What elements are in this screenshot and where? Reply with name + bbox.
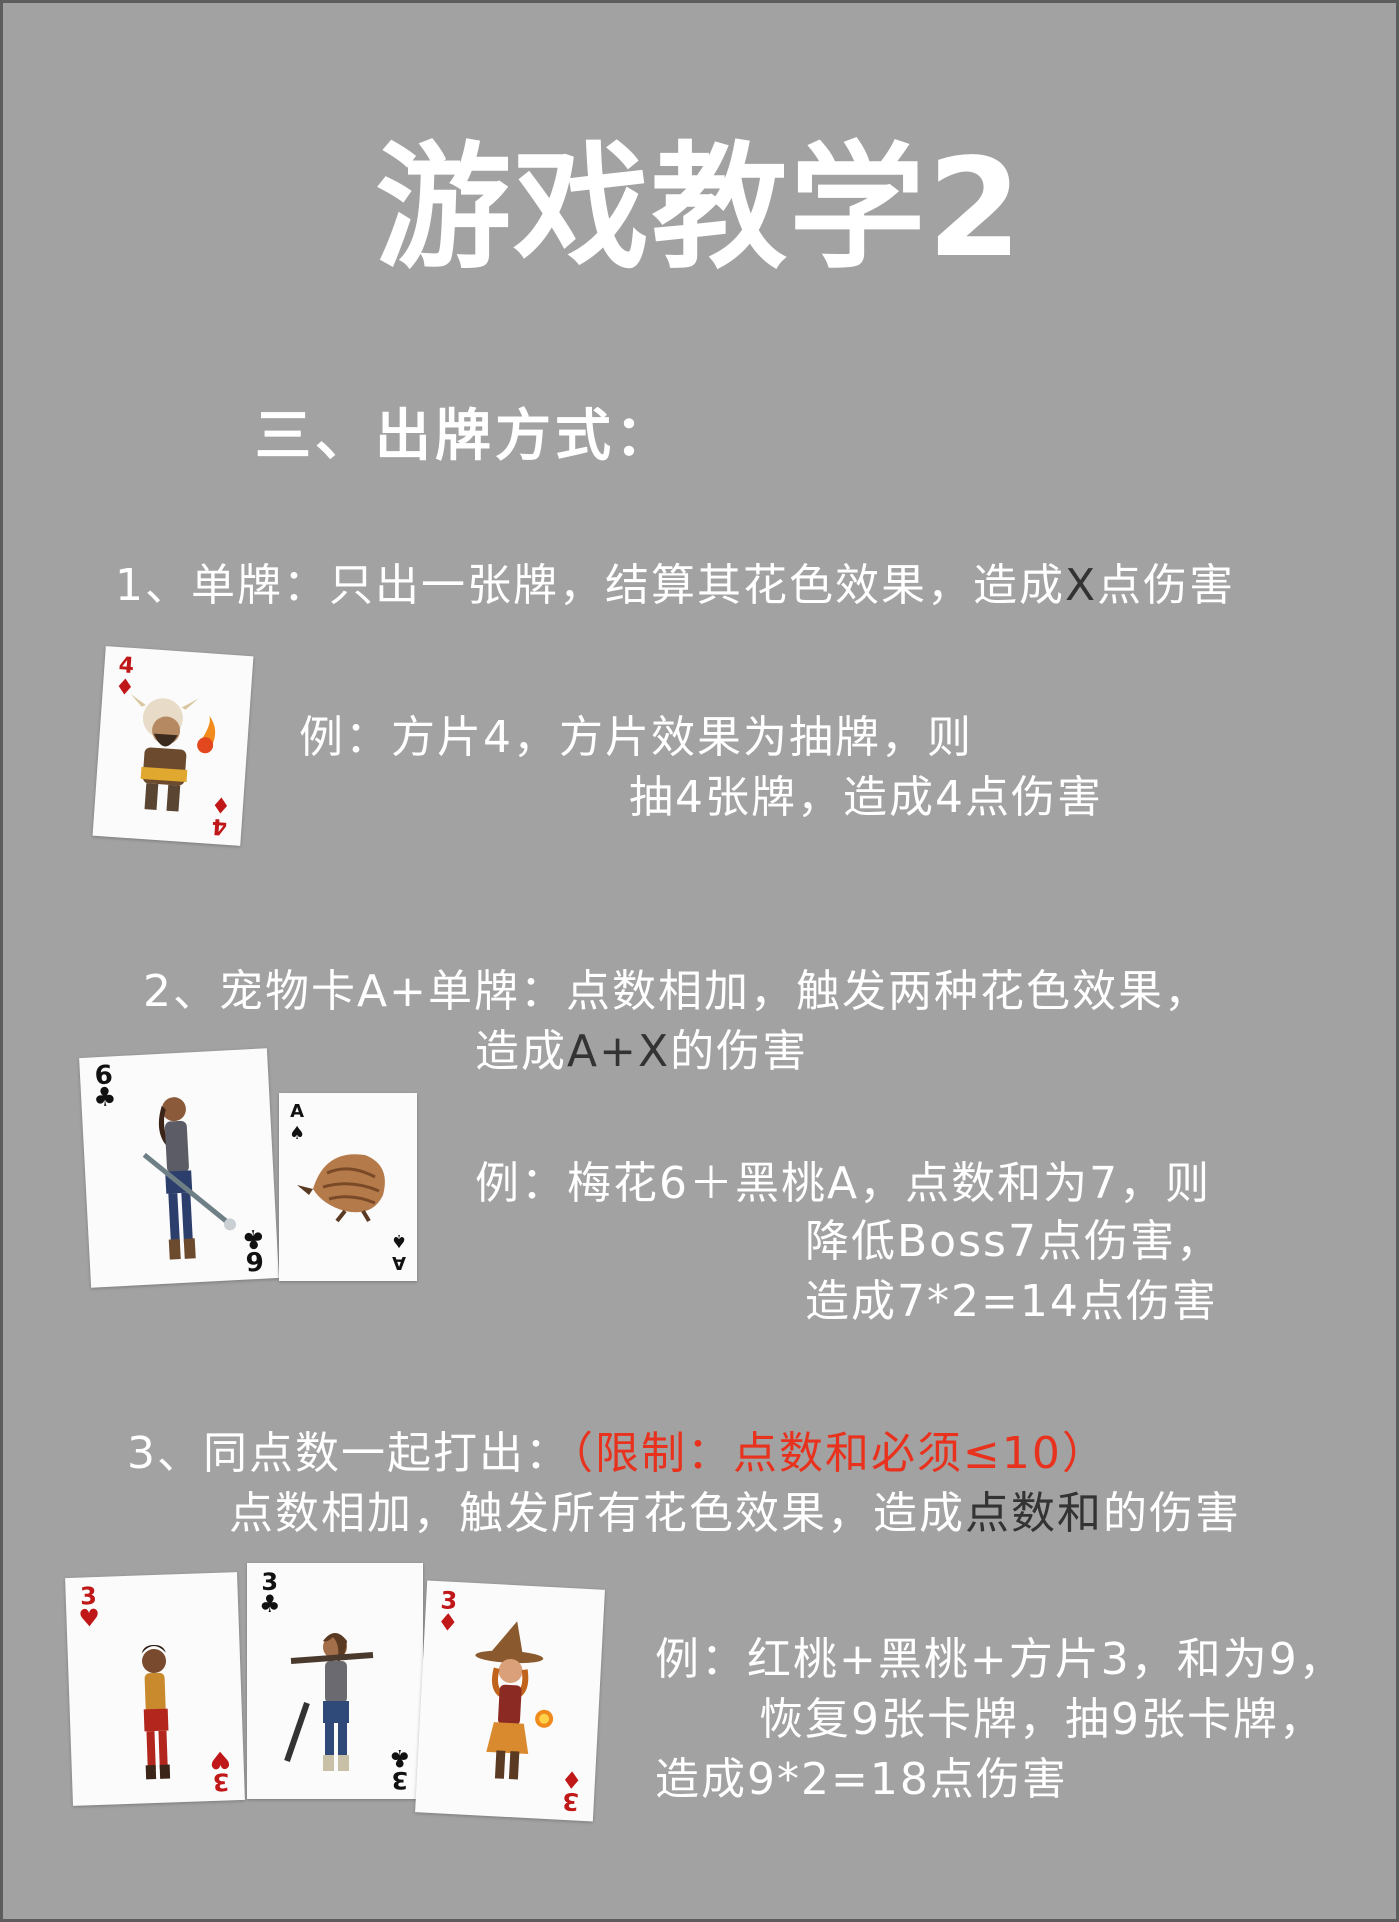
rule1-text: 1、单牌：只出一张牌，结算其花色效果，造成X点伤害 bbox=[115, 549, 1235, 613]
card-corner-index: A ♠ bbox=[289, 1101, 306, 1144]
card-diamond-4: 4 ♦ 4 ♦ bbox=[92, 646, 254, 846]
card-diamond-3: 3 ♦ 3 ♦ bbox=[415, 1580, 605, 1822]
rule2-example-line3: 造成7*2=14点伤害 bbox=[805, 1276, 1218, 1327]
card-heart-3: 3 ♥ 3 ♥ bbox=[65, 1572, 245, 1806]
rule3-example-line2: 恢复9张卡牌，抽9张卡牌， bbox=[759, 1694, 1325, 1745]
rule2-variable: A+X bbox=[567, 1026, 671, 1077]
character-illustration-dancer bbox=[141, 1645, 171, 1780]
rule3-variable: 点数和 bbox=[965, 1488, 1103, 1539]
rule3-line2-post: 的伤害 bbox=[1103, 1488, 1241, 1539]
rule1-text-post: 点伤害 bbox=[1097, 560, 1236, 611]
rule3-line1: 3、同点数一起打出：（限制：点数和必须≤10） bbox=[127, 1417, 1108, 1481]
rule3-example-line3: 造成9*2=18点伤害 bbox=[655, 1754, 1068, 1805]
card-corner-index-bottom: 3 ♥ bbox=[209, 1745, 232, 1797]
rule1-variable: X bbox=[1065, 560, 1098, 611]
rule3-line2-pre: 点数相加，触发所有花色效果，造成 bbox=[229, 1488, 965, 1539]
card-corner-index-bottom: 3 ♣ bbox=[389, 1744, 411, 1794]
character-illustration-warrior bbox=[142, 1097, 237, 1260]
card-club-6: 6 ♣ 6 ♣ bbox=[79, 1048, 279, 1288]
character-illustration-viking bbox=[130, 693, 216, 812]
pet-illustration-pangolin bbox=[297, 1154, 385, 1223]
rule2-example-line2: 降低Boss7点伤害， bbox=[805, 1216, 1222, 1267]
rule1-text-pre: 1、单牌：只出一张牌，结算其花色效果，造成 bbox=[115, 560, 1065, 611]
rule2-line2-pre: 造成 bbox=[475, 1026, 567, 1077]
card-corner-index-bottom: 6 ♣ bbox=[240, 1222, 266, 1276]
rule2-line1: 2、宠物卡A+单牌：点数相加，触发两种花色效果， bbox=[143, 966, 1210, 1017]
rule1-example-line1: 例：方片4，方片效果为抽牌，则 bbox=[299, 712, 973, 763]
card-corner-index-bottom: 4 ♦ bbox=[210, 790, 232, 839]
card-club-3: 3 ♣ 3 ♣ bbox=[247, 1563, 423, 1799]
rule2-example-line1: 例：梅花6＋黑桃A，点数和为7，则 bbox=[475, 1158, 1212, 1209]
card-corner-index: 3 ♣ bbox=[259, 1568, 281, 1618]
rule3-example-line1: 例：红桃+黑桃+方片3，和为9， bbox=[655, 1634, 1345, 1685]
rule1-example-line2: 抽4张牌，造成4点伤害 bbox=[629, 772, 1103, 823]
card-corner-index-bottom: A ♠ bbox=[390, 1230, 407, 1273]
rule2-line2: 造成A+X的伤害 bbox=[475, 1015, 808, 1079]
card-corner-index-bottom: 3 ♦ bbox=[560, 1764, 584, 1816]
page-title: 游戏教学2 bbox=[375, 130, 1024, 288]
rule3-line2: 点数相加，触发所有花色效果，造成点数和的伤害 bbox=[229, 1477, 1241, 1541]
rule2-line2-post: 的伤害 bbox=[670, 1026, 809, 1077]
section-title: 三、出牌方式： bbox=[255, 404, 675, 469]
rule3-limit: （限制：点数和必须≤10） bbox=[571, 1428, 1108, 1479]
character-illustration-witch bbox=[475, 1621, 554, 1780]
card-spade-a: A ♠ A ♠ bbox=[279, 1093, 417, 1281]
rule3-line1-text: 3、同点数一起打出： bbox=[127, 1428, 571, 1479]
character-illustration-fighter bbox=[284, 1633, 374, 1771]
